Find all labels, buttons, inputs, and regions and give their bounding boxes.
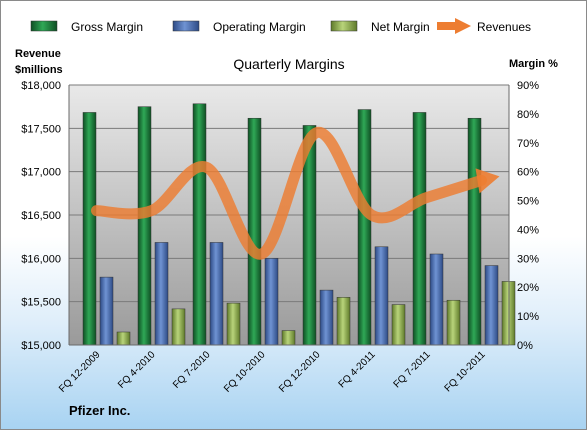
legend-swatch bbox=[172, 20, 200, 32]
x-tick-label: FQ 10-2010 bbox=[222, 349, 268, 395]
right-tick-label: 20% bbox=[517, 282, 539, 294]
legend: Gross Margin Operating Margin Net Margin Re… bbox=[30, 18, 531, 34]
revenues-line bbox=[91, 127, 487, 260]
right-tick-label: 90% bbox=[517, 80, 539, 92]
legend-label: Net Margin bbox=[371, 20, 430, 34]
x-tick-label: FQ 4-2011 bbox=[337, 349, 378, 390]
x-tick-label: FQ 12-2010 bbox=[277, 349, 323, 395]
net-margin-bar bbox=[226, 302, 241, 346]
right-tick-label: 0% bbox=[517, 340, 533, 352]
gross-margin-bar bbox=[137, 106, 152, 346]
right-tick-label: 70% bbox=[517, 138, 539, 150]
left-tick-label: $16,000 bbox=[21, 253, 61, 265]
operating-margin-bar bbox=[99, 276, 114, 346]
gross-margin-bar bbox=[412, 112, 427, 346]
right-axis-label: Margin % bbox=[509, 58, 558, 70]
right-tick-label: 30% bbox=[517, 253, 539, 265]
left-axis-label-line2: $millions bbox=[15, 64, 63, 76]
right-tick-label: 10% bbox=[517, 311, 539, 323]
revenue-line bbox=[91, 127, 500, 260]
x-tick-label: FQ 4-2010 bbox=[116, 349, 158, 391]
operating-margin-bar bbox=[264, 258, 279, 346]
gross-margin-bar bbox=[247, 117, 262, 346]
net-margin-bar bbox=[336, 297, 351, 346]
x-tick-label: FQ 10-2011 bbox=[443, 349, 488, 394]
left-tick-label: $18,000 bbox=[21, 80, 61, 92]
legend-label: Revenues bbox=[477, 20, 531, 34]
gross-margin-bar bbox=[192, 103, 207, 346]
operating-margin-bar bbox=[154, 242, 169, 346]
operating-margin-bar bbox=[429, 253, 444, 346]
left-axis-label-line1: Revenue bbox=[15, 48, 61, 60]
right-tick-label: 60% bbox=[517, 167, 539, 179]
operating-margin-bar bbox=[374, 246, 389, 346]
chart-title: Quarterly Margins bbox=[233, 56, 344, 72]
legend-label: Operating Margin bbox=[213, 20, 306, 34]
x-tick-label: FQ 7-2011 bbox=[392, 349, 433, 390]
right-tick-label: 40% bbox=[517, 224, 539, 236]
x-tick-label: FQ 12-2009 bbox=[57, 349, 103, 395]
right-tick-label: 80% bbox=[517, 109, 539, 121]
net-margin-bar bbox=[391, 304, 406, 346]
gross-margin-bar bbox=[82, 112, 97, 346]
left-tick-label: $17,000 bbox=[21, 167, 61, 179]
right-tick-label: 50% bbox=[517, 196, 539, 208]
operating-margin-bar bbox=[209, 242, 224, 346]
net-margin-bar bbox=[116, 331, 131, 346]
net-margin-bar bbox=[446, 299, 461, 346]
left-tick-label: $17,500 bbox=[21, 123, 61, 135]
left-tick-label: $15,000 bbox=[21, 340, 61, 352]
legend-arrow bbox=[455, 18, 471, 34]
legend-swatch bbox=[30, 20, 58, 32]
operating-margin-bar bbox=[319, 289, 334, 346]
gross-margin-bar bbox=[357, 109, 372, 346]
net-margin-bar bbox=[281, 330, 296, 346]
operating-margin-bar bbox=[484, 265, 499, 346]
gross-margin-bar bbox=[467, 117, 482, 346]
legend-label: Gross Margin bbox=[71, 20, 143, 34]
left-tick-label: $16,500 bbox=[21, 210, 61, 222]
footer-company: Pfizer Inc. bbox=[69, 403, 130, 418]
revenues-arrowhead bbox=[475, 168, 500, 194]
legend-swatch bbox=[330, 20, 358, 32]
net-margin-bar bbox=[171, 308, 186, 346]
left-tick-label: $15,500 bbox=[21, 297, 61, 309]
x-tick-label: FQ 7-2010 bbox=[171, 349, 213, 391]
